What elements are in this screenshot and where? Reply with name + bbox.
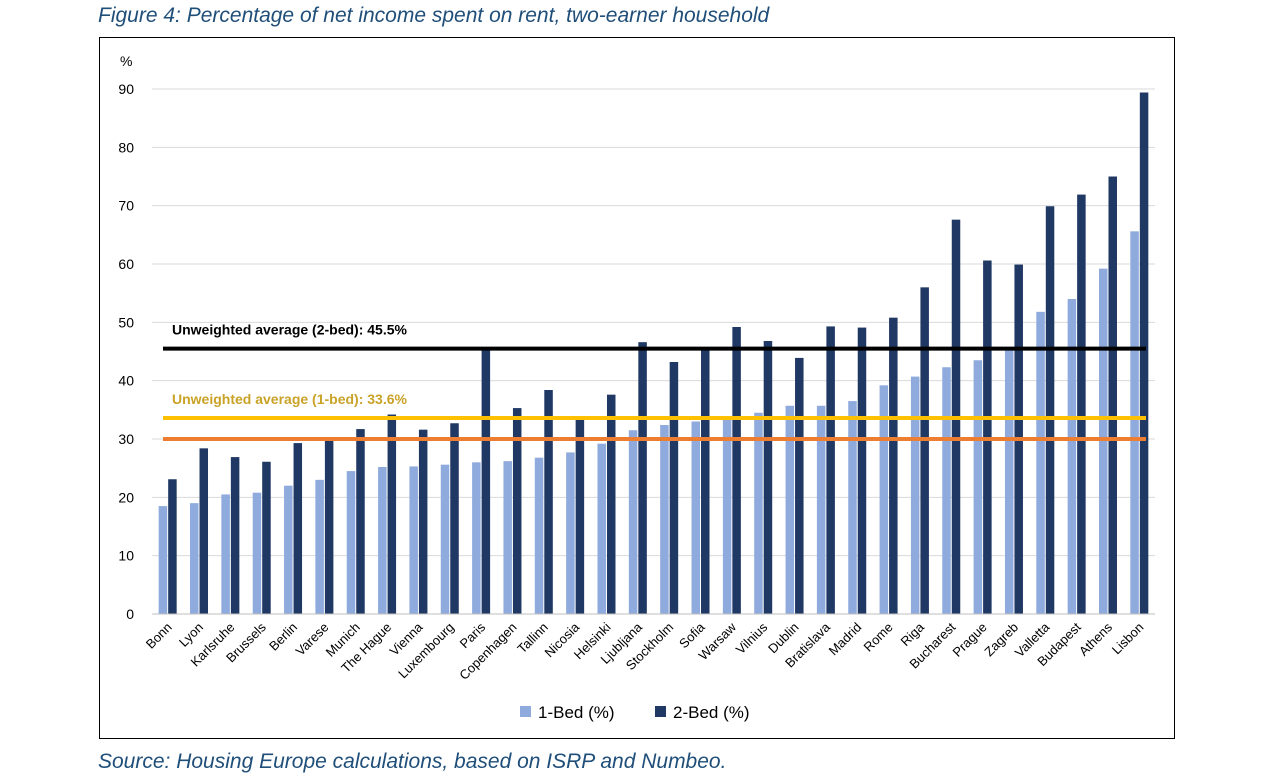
bar-1bed-budapest — [1067, 299, 1077, 614]
reference-lines: Unweighted average (2-bed): 45.5% Unweigh… — [163, 322, 1146, 441]
bar-2bed-nicosia — [575, 419, 585, 614]
bar-2bed-bratislava — [826, 326, 835, 614]
bar-2bed-the-hague — [387, 414, 397, 614]
bar-1bed-sofia — [691, 421, 701, 614]
bar-2bed-warsaw — [732, 327, 741, 614]
bar-1bed-rome — [879, 385, 889, 614]
bar-2bed-athens — [1108, 176, 1117, 614]
chart-frame: 0 10 20 30 40 50 60 70 80 90 % Bonn Lyon Karlsruhe B… — [99, 37, 1175, 739]
x-tick-label: Madrid — [826, 620, 865, 659]
bar-1bed-nicosia — [566, 452, 575, 614]
bar-1bed-valletta — [1036, 311, 1045, 614]
bar-2bed-varese — [324, 440, 334, 614]
avg-2bed-label: Unweighted average (2-bed): 45.5% — [172, 322, 408, 338]
bar-1bed-prague — [973, 360, 983, 614]
bar-2bed-vilnius — [763, 341, 773, 614]
x-tick-label: Prague — [949, 620, 989, 660]
legend-1bed-swatch — [520, 706, 531, 717]
y-tick-label: 10 — [118, 548, 134, 564]
bar-1bed-paris — [472, 462, 481, 614]
bar-2bed-tallinn — [544, 390, 553, 614]
bar-1bed-bonn — [158, 506, 168, 614]
legend-2bed-swatch — [655, 706, 666, 717]
bar-2bed-lyon — [199, 448, 209, 614]
bar-2bed-madrid — [857, 327, 867, 614]
legend-1bed-label: 1-Bed (%) — [538, 703, 615, 722]
bar-1bed-bratislava — [816, 405, 826, 614]
y-tick-label: 0 — [126, 606, 134, 622]
bar-1bed-riga — [910, 376, 920, 614]
bar-2bed-ljubljana — [638, 342, 647, 614]
legend-2bed-label: 2-Bed (%) — [673, 703, 750, 722]
bar-2bed-valletta — [1045, 206, 1055, 614]
bar-1bed-lisbon — [1130, 231, 1139, 615]
legend: 1-Bed (%) 2-Bed (%) — [520, 703, 750, 722]
bar-1bed-varese — [315, 479, 324, 614]
bar-1bed-berlin — [284, 485, 293, 614]
bar-chart: 0 10 20 30 40 50 60 70 80 90 % Bonn LyonKarlsruheB… — [118, 53, 1155, 722]
avg-1bed-label: Unweighted average (1-bed): 33.6% — [172, 391, 408, 407]
y-axis-unit-label: % — [120, 53, 132, 69]
x-tick-label: Vilnius — [733, 619, 771, 657]
y-tick-label: 50 — [118, 314, 134, 330]
bar-2bed-rome — [889, 317, 898, 614]
bar-1bed-athens — [1098, 268, 1108, 614]
figure-source: Source: Housing Europe calculations, bas… — [98, 750, 727, 773]
bar-1bed-vienna — [409, 466, 418, 614]
bar-2bed-sofia — [701, 350, 710, 614]
bars — [158, 92, 1149, 615]
bar-1bed-lyon — [190, 503, 199, 614]
bar-1bed-madrid — [848, 401, 857, 614]
y-tick-label: 30 — [118, 431, 134, 447]
bar-1bed-zagreb — [1004, 350, 1014, 614]
bar-1bed-warsaw — [722, 418, 732, 614]
bar-2bed-vienna — [418, 429, 428, 614]
bar-2bed-dublin — [795, 357, 804, 614]
y-tick-label: 90 — [118, 81, 134, 97]
bar-2bed-berlin — [293, 443, 303, 614]
bar-2bed-lisbon — [1139, 92, 1149, 614]
y-tick-label: 40 — [118, 373, 134, 389]
bar-1bed-brussels — [252, 492, 262, 614]
x-tick-label: Lisbon — [1109, 620, 1147, 658]
bar-2bed-paris — [481, 348, 491, 614]
bar-1bed-the-hague — [378, 467, 387, 614]
bar-1bed-stockholm — [660, 425, 669, 614]
bar-1bed-luxembourg — [440, 464, 450, 614]
bar-2bed-bonn — [168, 479, 177, 614]
bar-1bed-munich — [346, 471, 356, 614]
bar-2bed-stockholm — [669, 362, 679, 614]
x-axis-category-labels: Bonn LyonKarlsruheBrusselsBerlinVareseMun… — [143, 619, 1147, 683]
bar-2bed-luxembourg — [450, 423, 459, 614]
bar-2bed-copenhagen — [512, 408, 522, 614]
bar-1bed-tallinn — [534, 457, 544, 614]
x-tick-label: Bonn — [143, 620, 175, 652]
y-tick-label: 70 — [118, 198, 134, 214]
bar-1bed-helsinki — [597, 443, 606, 614]
bar-2bed-riga — [920, 287, 929, 614]
bar-1bed-vilnius — [754, 412, 763, 614]
y-tick-label: 20 — [118, 489, 134, 505]
x-tick-label: Athens — [1076, 619, 1116, 659]
bar-2bed-brussels — [262, 461, 271, 614]
bar-2bed-budapest — [1077, 194, 1086, 615]
figure-title: Figure 4: Percentage of net income spent… — [98, 4, 770, 27]
bar-2bed-helsinki — [606, 394, 616, 614]
y-tick-label: 60 — [118, 256, 134, 272]
bar-2bed-karlsruhe — [230, 457, 240, 614]
bar-1bed-copenhagen — [503, 461, 512, 614]
y-axis-ticks: 0 10 20 30 40 50 60 70 80 90 — [118, 81, 134, 622]
bar-1bed-ljubljana — [628, 430, 638, 614]
bar-1bed-bucharest — [942, 367, 951, 614]
x-tick-label: Rome — [861, 620, 896, 655]
bar-1bed-karlsruhe — [221, 494, 230, 614]
y-tick-label: 80 — [118, 139, 134, 155]
bar-1bed-dublin — [785, 405, 795, 614]
x-tick-label: Copenhagen — [456, 620, 519, 683]
bar-2bed-munich — [356, 429, 365, 614]
